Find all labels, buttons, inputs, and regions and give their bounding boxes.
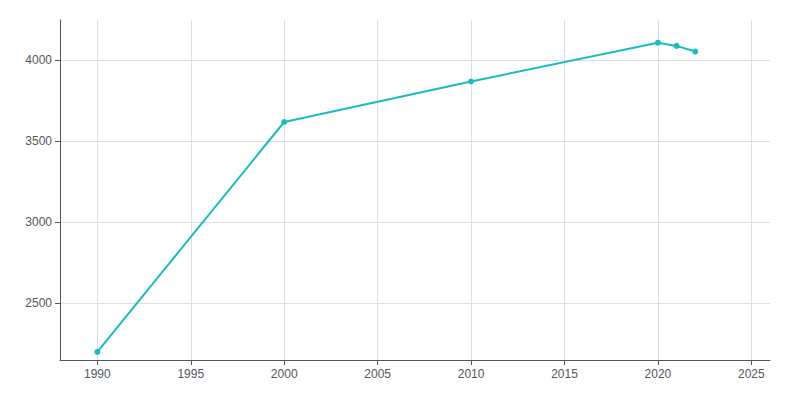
svg-text:2500: 2500 bbox=[25, 296, 52, 310]
svg-text:2020: 2020 bbox=[645, 367, 672, 381]
svg-text:2000: 2000 bbox=[271, 367, 298, 381]
svg-text:2010: 2010 bbox=[458, 367, 485, 381]
svg-text:1990: 1990 bbox=[84, 367, 111, 381]
svg-text:4000: 4000 bbox=[25, 53, 52, 67]
svg-text:3000: 3000 bbox=[25, 215, 52, 229]
svg-text:1995: 1995 bbox=[177, 367, 204, 381]
svg-text:2005: 2005 bbox=[364, 367, 391, 381]
svg-text:2015: 2015 bbox=[551, 367, 578, 381]
svg-text:2025: 2025 bbox=[738, 367, 765, 381]
svg-text:3500: 3500 bbox=[25, 134, 52, 148]
